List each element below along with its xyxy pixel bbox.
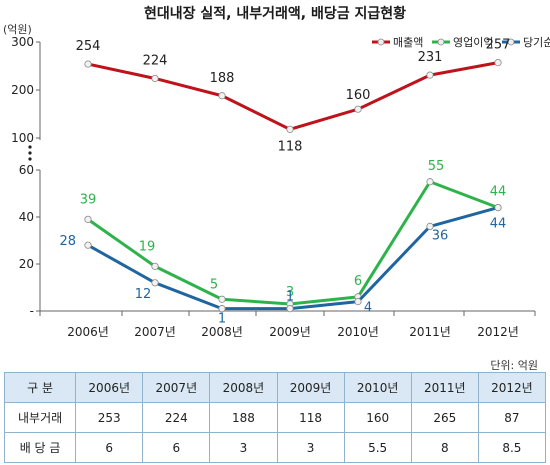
table-header-label: 구 분 <box>3 372 77 403</box>
table-cell: 118 <box>276 402 345 433</box>
data-label: 6 <box>354 274 362 289</box>
data-label: 257 <box>486 38 511 53</box>
axis-break-dot <box>28 145 32 149</box>
x-tick-label: 2012년 <box>477 325 519 339</box>
data-point <box>151 279 159 287</box>
table-row-label: 내부거래 <box>3 402 77 433</box>
data-label: 4 <box>364 301 372 316</box>
table-header-year: 2011년 <box>410 372 479 403</box>
data-label: 231 <box>418 50 443 65</box>
y-tick-label: 100 <box>11 131 34 145</box>
data-label: 44 <box>490 217 507 232</box>
table-cell: 8 <box>410 432 479 463</box>
y-tick-label: - <box>30 304 34 318</box>
data-point <box>354 297 362 306</box>
table-cell: 3 <box>209 432 278 463</box>
data-label: 1 <box>218 312 226 327</box>
legend-label: 영업이익 <box>453 36 493 49</box>
data-point <box>286 305 294 313</box>
y-tick-label: 40 <box>19 210 34 224</box>
x-tick-label: 2006년 <box>67 325 109 339</box>
data-point <box>426 178 434 186</box>
data-label: 160 <box>346 88 371 103</box>
legend-swatch-marker <box>437 38 445 46</box>
x-tick-label: 2011년 <box>409 325 451 339</box>
data-point <box>84 241 92 249</box>
table-cell: 160 <box>343 402 412 433</box>
data-label: 39 <box>80 192 97 207</box>
table-header-year: 2010년 <box>343 372 412 403</box>
data-label: 44 <box>490 185 507 200</box>
x-tick-label: 2007년 <box>134 325 176 339</box>
data-label: 55 <box>428 159 445 174</box>
data-point <box>151 74 159 83</box>
y-tick-label: 300 <box>11 35 34 49</box>
chart-title: 현대내장 실적, 내부거래액, 배당금 지급현황 <box>144 5 406 22</box>
data-label: 224 <box>143 53 168 68</box>
chart: 현대내장 실적, 내부거래액, 배당금 지급현황 (억원)300 200 100 60 4… <box>3 5 550 339</box>
legend-swatch-marker <box>377 38 385 46</box>
table-header-year: 2012년 <box>477 372 547 403</box>
legend-label: 매출액 <box>393 36 423 49</box>
data-point <box>354 105 362 113</box>
data-point <box>286 125 294 133</box>
table-header-row: 구 분 2006년 2007년 2008년 2009년 2010년 2011년 … <box>3 372 547 403</box>
table-cell: 265 <box>410 402 479 433</box>
data-table: 구 분 2006년 2007년 2008년 2009년 2010년 2011년 … <box>3 372 547 463</box>
table-cell: 3 <box>276 432 345 463</box>
y-tick-label: 20 <box>19 257 34 271</box>
data-point <box>426 222 434 230</box>
legend-swatch-marker <box>507 38 515 46</box>
data-label: 36 <box>432 228 449 243</box>
data-label: 28 <box>59 234 76 249</box>
y-tick-label: 200 <box>11 83 34 97</box>
data-point <box>84 60 92 68</box>
table-header-year: 2008년 <box>209 372 278 403</box>
data-label: 1 <box>286 290 294 305</box>
data-label: 19 <box>139 239 156 254</box>
x-tick-label: 2010년 <box>337 325 379 339</box>
table-unit-note: 단위: 억원 <box>490 359 538 372</box>
axis-break-dot <box>28 151 32 155</box>
y-axis-unit-label: (억원) <box>3 23 32 36</box>
table-cell: 6 <box>75 432 144 463</box>
table-row: 배 당 금 6 6 3 3 5.5 8 8.5 <box>3 432 547 463</box>
table-header-year: 2009년 <box>276 372 345 403</box>
x-tick-label: 2009년 <box>269 325 311 339</box>
table-row-label: 배 당 금 <box>3 432 77 463</box>
data-label: 5 <box>210 277 218 292</box>
data-label: 254 <box>76 39 101 54</box>
series-line <box>87 61 499 131</box>
data-point <box>84 215 92 223</box>
data-point <box>218 295 226 303</box>
axis-break-dot <box>28 157 32 161</box>
table-cell: 224 <box>142 402 211 433</box>
data-label: 188 <box>210 71 235 86</box>
data-point <box>494 204 502 212</box>
legend-label: 당기순이익 <box>523 36 550 49</box>
data-point <box>218 92 226 100</box>
data-label: 12 <box>135 287 152 302</box>
table-header-year: 2006년 <box>75 372 144 403</box>
y-tick-label: 60 <box>19 163 34 177</box>
table-cell: 8.5 <box>477 432 547 463</box>
table-cell: 188 <box>209 402 278 433</box>
table-header-year: 2007년 <box>142 372 211 403</box>
table-cell: 6 <box>142 432 211 463</box>
data-point <box>494 59 502 67</box>
data-label: 118 <box>278 139 303 154</box>
data-label: 3 <box>286 285 294 300</box>
data-point <box>426 71 434 79</box>
table-cell: 253 <box>75 402 144 433</box>
table-cell: 5.5 <box>343 432 412 463</box>
data-point <box>218 305 226 313</box>
x-tick-label: 2008년 <box>201 325 243 339</box>
table-row: 내부거래 253 224 188 118 160 265 87 <box>3 402 547 433</box>
table-cell: 87 <box>477 402 547 433</box>
data-point <box>151 262 159 270</box>
